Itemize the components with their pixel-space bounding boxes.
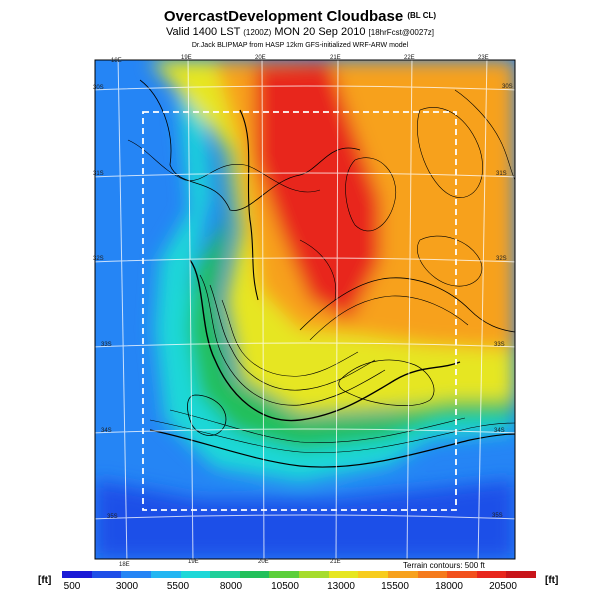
terrain-contour [149, 419, 515, 453]
lon-label-top: 22E [404, 55, 415, 61]
terrain-contour [169, 409, 466, 443]
colorbar-swatch [328, 571, 359, 578]
lat-label-left: 33S [101, 342, 112, 348]
lon-label-top: 21E [330, 55, 341, 61]
valid-time: Valid 1400 LST (1200Z) MON 20 Sep 2010 [… [0, 26, 600, 38]
lat-label-right: 34S [494, 428, 505, 434]
lon-label-bottom: 21E [330, 559, 341, 565]
map-field [95, 60, 515, 559]
lat-label-left: 35S [107, 514, 118, 520]
lon-label-top: 20E [255, 55, 266, 61]
colorbar-tick-label: 20500 [489, 581, 517, 592]
lat-label-right: 30S [502, 84, 513, 90]
colorbar-swatch [150, 571, 181, 578]
colorbar-swatch [91, 571, 122, 578]
lat-label-left: 32S [93, 256, 104, 262]
colorbar-tick-label: 15500 [381, 581, 409, 592]
valid-time-utc: (1200Z) [243, 28, 272, 37]
terrain-contour-note: Terrain contours: 500 ft [403, 561, 485, 570]
colorbar [62, 571, 536, 578]
lon-label-bottom: 18E [119, 562, 130, 568]
colorbar-swatch [121, 571, 151, 578]
terrain-contours [127, 79, 515, 468]
terrain-contour [239, 109, 259, 301]
colorbar-swatch [417, 571, 448, 578]
map-title: OvercastDevelopment Cloudbase (BL CL) [0, 8, 600, 25]
lon-label-bottom: 19E [188, 559, 199, 565]
parallel-30s [95, 85, 515, 91]
lat-label-left: 31S [93, 171, 104, 177]
parallel-34s [95, 428, 515, 434]
terrain-contour [139, 79, 361, 211]
terrain-contour [345, 157, 397, 232]
colorbar-swatch [447, 571, 477, 578]
terrain-contour [417, 235, 483, 287]
lat-label-left: 30S [93, 85, 104, 91]
inner-domain-box [142, 111, 457, 511]
terrain-contour [417, 107, 483, 198]
colorbar-swatch [62, 571, 92, 578]
colorbar-swatch [210, 571, 240, 578]
terrain-contour [127, 139, 321, 193]
lat-label-right: 33S [494, 342, 505, 348]
map-title-text: OvercastDevelopment Cloudbase [163, 8, 404, 25]
terrain-contour [299, 277, 515, 333]
parallel-31s [95, 172, 515, 178]
model-credit: Dr.Jack BLIPMAP from HASP 12km GFS-initi… [191, 42, 409, 49]
lat-label-right: 31S [496, 171, 507, 177]
lat-lon-grid [95, 60, 515, 559]
colorbar-swatch [269, 571, 299, 578]
lon-label-top: 23E [478, 55, 489, 61]
terrain-contour [338, 359, 435, 406]
lat-label-right: 32S [496, 256, 507, 262]
valid-date: MON 20 Sep 2010 [274, 26, 366, 38]
terrain-contour [299, 239, 337, 301]
colorbar-unit-left: [ft] [38, 575, 52, 586]
parallel-32s [95, 257, 515, 263]
map-frame [94, 59, 516, 560]
colorbar-swatch [239, 571, 270, 578]
forecast-label: [18hrFcst@0027z] [368, 28, 434, 37]
meridian-18e [117, 60, 128, 559]
colorbar-tick-label: 13000 [327, 581, 355, 592]
colorbar-swatch [299, 571, 329, 578]
map-title-suffix: (BL CL) [407, 11, 437, 20]
lon-label-top: 19E [181, 55, 192, 61]
meridian-21e [335, 60, 339, 559]
terrain-contour [454, 89, 515, 181]
lowland-area [120, 60, 515, 450]
colorbar-tick-label: 18000 [435, 581, 463, 592]
colorbar-tick-label: 3000 [115, 581, 139, 592]
terrain-contour [189, 259, 461, 422]
lat-label-right: 35S [492, 513, 503, 519]
colorbar-swatch [476, 571, 507, 578]
meridian-19e [187, 60, 194, 559]
lon-label-top: 18E [111, 58, 122, 64]
parallel-35s [95, 514, 515, 520]
deep-ocean-band [95, 480, 515, 559]
terrain-contour [221, 299, 359, 377]
terrain-contour [199, 274, 386, 406]
coastal-band [95, 60, 515, 482]
lat-label-left: 34S [101, 428, 112, 434]
terrain-contour [309, 295, 469, 341]
colorbar-unit-right: [ft] [545, 575, 559, 586]
parallel-33s [95, 342, 515, 348]
colorbar-tick-label: 10500 [271, 581, 299, 592]
colorbar-swatch [180, 571, 211, 578]
meridian-20e [261, 60, 265, 559]
colorbar-tick-label: 500 [63, 581, 81, 592]
meridian-22e [406, 60, 413, 559]
terrain-contour [187, 394, 227, 436]
meridian-23e [477, 60, 488, 559]
colorbar-tick-label: 8000 [219, 581, 243, 592]
valid-time-text: Valid 1400 LST [165, 26, 241, 38]
colorbar-tick-label: 5500 [166, 581, 190, 592]
colorbar-swatch [506, 571, 536, 578]
colorbar-swatch [387, 571, 418, 578]
colorbar-swatch [358, 571, 388, 578]
terrain-contour [149, 429, 515, 468]
lon-label-bottom: 20E [258, 559, 269, 565]
